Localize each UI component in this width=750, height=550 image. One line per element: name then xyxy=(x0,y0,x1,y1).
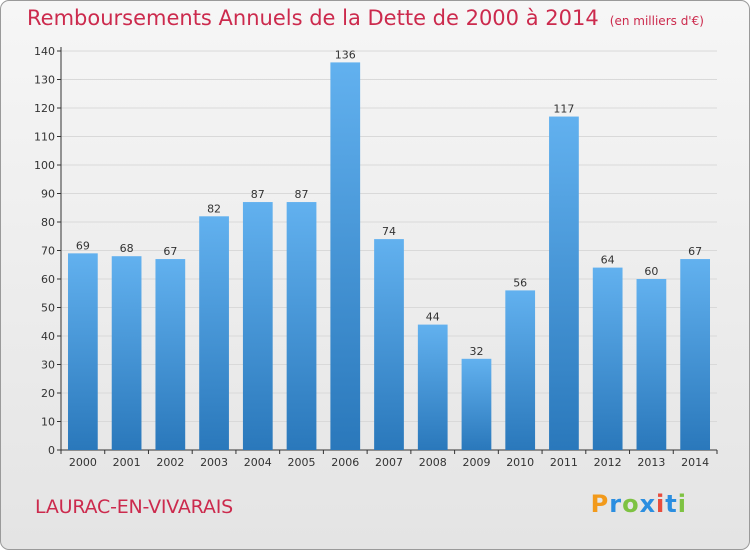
x-tick-label: 2012 xyxy=(594,456,622,469)
y-tick-label: 60 xyxy=(41,273,55,286)
y-tick-label: 50 xyxy=(41,302,55,315)
bar-value-label: 74 xyxy=(382,225,396,238)
x-tick-label: 2008 xyxy=(419,456,447,469)
bar-value-label: 67 xyxy=(688,245,702,258)
bar-2010 xyxy=(505,290,536,450)
x-tick-label: 2003 xyxy=(200,456,228,469)
bar-2009 xyxy=(461,358,492,450)
x-tick-label: 2010 xyxy=(506,456,534,469)
x-tick-label: 2001 xyxy=(113,456,141,469)
y-tick-label: 130 xyxy=(34,74,55,87)
y-tick-label: 120 xyxy=(34,102,55,115)
bar-value-label: 68 xyxy=(120,242,134,255)
bar-value-label: 64 xyxy=(601,254,615,267)
y-tick-label: 110 xyxy=(34,131,55,144)
x-tick-label: 2005 xyxy=(288,456,316,469)
x-tick-label: 2014 xyxy=(681,456,709,469)
bar-value-label: 136 xyxy=(335,48,356,61)
chart-title-row: Remboursements Annuels de la Dette de 20… xyxy=(27,6,704,30)
bar-2007 xyxy=(374,239,404,450)
bar-value-label: 56 xyxy=(513,276,527,289)
bar-2014 xyxy=(680,259,711,450)
bar-2005 xyxy=(286,202,317,450)
commune-name: LAURAC-EN-VIVARAIS xyxy=(35,496,233,518)
bar-2004 xyxy=(242,202,273,450)
bar-value-label: 69 xyxy=(76,239,90,252)
bar-value-label: 60 xyxy=(644,265,658,278)
x-tick-label: 2007 xyxy=(375,456,403,469)
y-tick-label: 0 xyxy=(48,444,55,457)
x-tick-label: 2011 xyxy=(550,456,578,469)
y-tick-label: 20 xyxy=(41,387,55,400)
bar-value-label: 44 xyxy=(426,311,440,324)
bar-value-label: 117 xyxy=(553,103,574,116)
bar-2000 xyxy=(67,253,98,450)
bar-value-label: 82 xyxy=(207,202,221,215)
bar-2013 xyxy=(636,279,667,450)
chart-subtitle: (en milliers d'€) xyxy=(609,14,704,28)
chart-title: Remboursements Annuels de la Dette de 20… xyxy=(27,6,599,30)
bar-2002 xyxy=(155,259,186,450)
y-tick-label: 90 xyxy=(41,188,55,201)
bar-2008 xyxy=(417,324,448,450)
y-tick-label: 10 xyxy=(41,416,55,429)
y-tick-label: 30 xyxy=(41,359,55,372)
bar-value-label: 87 xyxy=(251,188,265,201)
y-tick-label: 140 xyxy=(34,45,55,58)
proxiti-logo: Proxiti xyxy=(590,490,687,518)
bar-2011 xyxy=(549,116,579,451)
x-tick-label: 2004 xyxy=(244,456,272,469)
y-tick-label: 40 xyxy=(41,330,55,343)
x-tick-label: 2009 xyxy=(462,456,490,469)
bar-2003 xyxy=(199,216,229,450)
bar-2012 xyxy=(592,267,623,450)
x-tick-label: 2013 xyxy=(637,456,665,469)
y-tick-label: 80 xyxy=(41,216,55,229)
bar-value-label: 87 xyxy=(295,188,309,201)
bar-value-label: 32 xyxy=(469,345,483,358)
x-tick-label: 2000 xyxy=(69,456,97,469)
y-tick-label: 70 xyxy=(41,245,55,258)
y-tick-label: 100 xyxy=(34,159,55,172)
x-tick-label: 2006 xyxy=(331,456,359,469)
x-tick-label: 2002 xyxy=(156,456,184,469)
bar-2001 xyxy=(111,256,142,450)
bar-value-label: 67 xyxy=(163,245,177,258)
bar-2006 xyxy=(330,62,361,451)
